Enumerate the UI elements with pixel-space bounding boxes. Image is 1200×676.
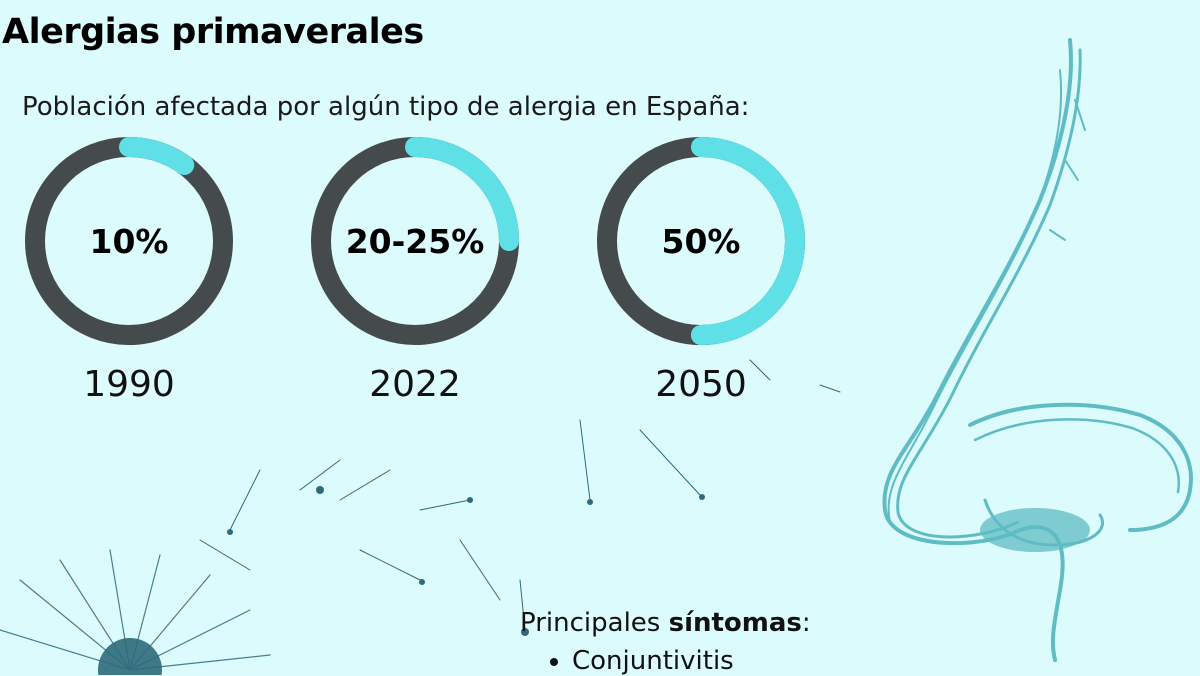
page-subtitle: Población afectada por algún tipo de ale… — [22, 92, 750, 122]
donut-chart-2022: 20-25% — [308, 134, 522, 348]
symptoms-list: Conjuntivitis — [520, 646, 811, 676]
donut-value: 50% — [661, 221, 741, 261]
ring-fill — [311, 137, 519, 345]
donut-chart-2050: 50% — [594, 134, 808, 348]
donut-chart-1990: 10% — [22, 134, 236, 348]
year-label: 1990 — [83, 364, 175, 405]
donut-value: 10% — [89, 221, 169, 261]
dandelion-seeds-illustration-icon — [0, 359, 841, 675]
ring-fill — [597, 137, 805, 345]
year-label: 2050 — [655, 364, 747, 405]
ring-fill — [25, 137, 233, 345]
symptoms-heading-prefix: Principales — [520, 608, 669, 638]
symptoms-heading: Principales síntomas: — [520, 608, 811, 638]
symptoms-heading-suffix: : — [801, 608, 811, 638]
symptoms-section: Principales síntomas: Conjuntivitis — [520, 608, 811, 676]
year-label: 2022 — [369, 364, 461, 405]
donut-value: 20-25% — [345, 221, 485, 261]
list-item: Conjuntivitis — [572, 646, 811, 676]
page-title: Alergias primaverales — [2, 12, 424, 52]
nose-illustration-icon — [882, 38, 1193, 662]
symptoms-heading-bold: síntomas — [668, 608, 802, 638]
